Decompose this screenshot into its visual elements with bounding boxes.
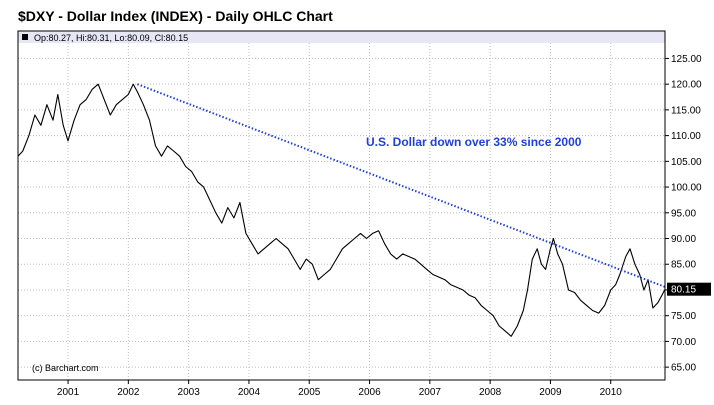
- plot-frame: [17, 30, 666, 381]
- y-axis: 65.0070.0075.0080.0085.0090.0095.00100.0…: [665, 54, 702, 374]
- trendline: [137, 83, 666, 288]
- y-tick-label: 115.00: [671, 105, 701, 116]
- trendline-annotation: U.S. Dollar down over 33% since 2000: [366, 135, 582, 149]
- y-tick-label: 90.00: [671, 234, 696, 245]
- x-tick-label: 2004: [238, 387, 261, 398]
- y-tick-label: 105.00: [671, 157, 702, 168]
- x-tick-label: 2001: [57, 387, 80, 398]
- x-tick-label: 2010: [600, 387, 623, 398]
- x-tick-label: 2006: [358, 387, 381, 398]
- last-price-label: 80.15: [671, 285, 696, 296]
- x-tick-label: 2003: [178, 387, 201, 398]
- y-tick-label: 100.00: [671, 183, 702, 194]
- chart-title: $DXY - Dollar Index (INDEX) - Daily OHLC…: [18, 8, 333, 24]
- x-tick-label: 2005: [298, 387, 321, 398]
- y-tick-label: 65.00: [671, 363, 696, 374]
- y-tick-label: 125.00: [671, 54, 702, 65]
- x-tick-label: 2009: [539, 387, 562, 398]
- y-tick-label: 95.00: [671, 208, 696, 219]
- x-tick-label: 2007: [419, 387, 442, 398]
- y-tick-label: 70.00: [671, 337, 696, 348]
- x-tick-label: 2002: [117, 387, 140, 398]
- last-price-marker: 80.15: [667, 282, 711, 296]
- x-axis: 2001 2002 2003 2004 2005 2006 2007 2008 2009 2010: [57, 380, 622, 398]
- ohlc-marker-icon: [22, 34, 28, 40]
- last-price-box: [667, 282, 711, 296]
- watermark: (c) Barchart.com: [32, 363, 99, 373]
- y-tick-label: 85.00: [671, 260, 696, 271]
- ohlc-values: Op:80.27, Hi:80.31, Lo:80.09, Cl:80.15: [34, 33, 188, 43]
- gridlines: [18, 43, 665, 380]
- x-tick-label: 2008: [479, 387, 502, 398]
- series-layer: [17, 83, 666, 337]
- price-series-line: [17, 83, 666, 337]
- y-tick-label: 75.00: [671, 311, 696, 322]
- ohlc-info-bar: [18, 31, 665, 43]
- y-tick-label: 120.00: [671, 80, 702, 91]
- y-tick-label: 110.00: [671, 131, 701, 142]
